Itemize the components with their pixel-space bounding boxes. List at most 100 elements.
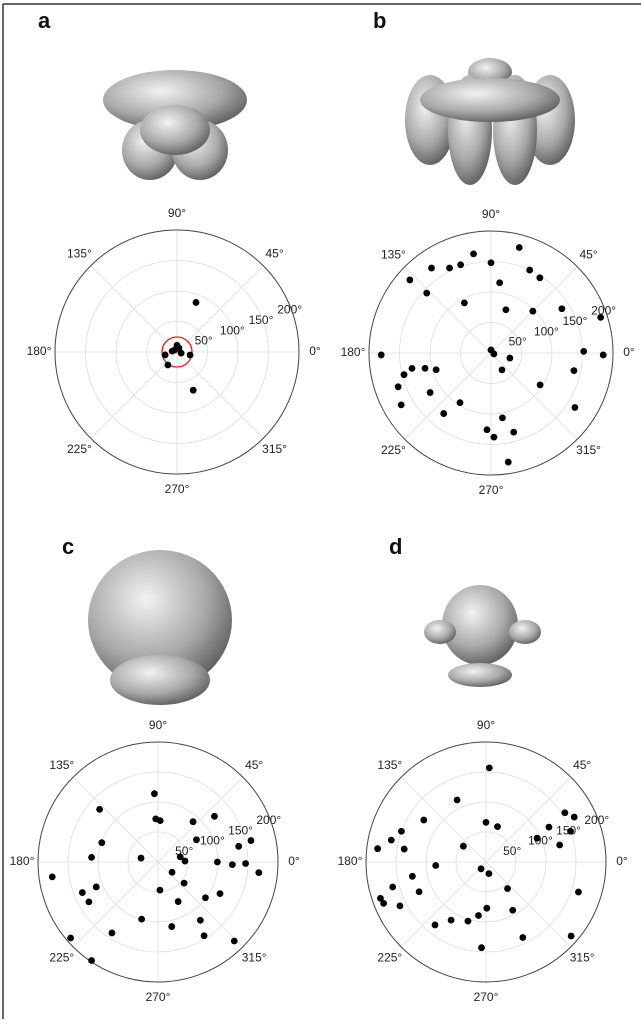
point <box>427 389 434 396</box>
point <box>85 899 92 906</box>
point <box>536 274 543 281</box>
point <box>504 885 511 892</box>
render-c <box>88 550 232 705</box>
point <box>475 912 482 919</box>
point <box>423 290 430 297</box>
point <box>380 900 387 907</box>
point <box>546 824 553 831</box>
point <box>214 859 221 866</box>
point <box>502 306 509 313</box>
theta-tick-label: 180° <box>27 344 52 358</box>
theta-tick-label: 315° <box>576 443 601 457</box>
point <box>217 890 224 897</box>
point <box>231 938 238 945</box>
r-tick-label: 100° <box>534 324 559 338</box>
point <box>389 884 396 891</box>
point <box>519 934 526 941</box>
point <box>486 764 493 771</box>
point <box>483 819 490 826</box>
point <box>211 813 218 820</box>
point <box>157 817 164 824</box>
point <box>175 898 182 905</box>
r-tick-label: 100° <box>220 323 245 337</box>
point <box>575 889 582 896</box>
point <box>526 267 533 274</box>
point <box>516 244 523 251</box>
point <box>556 842 563 849</box>
point <box>465 918 472 925</box>
point <box>235 843 242 850</box>
point <box>409 873 416 880</box>
point <box>197 917 204 924</box>
panel-letter: a <box>38 8 51 33</box>
theta-tick-label: 0° <box>623 345 635 359</box>
point <box>454 797 461 804</box>
point <box>448 917 455 924</box>
point <box>432 922 439 929</box>
point <box>572 404 579 411</box>
point <box>478 865 485 872</box>
r-tick-label: 200° <box>256 813 281 827</box>
point <box>499 414 506 421</box>
theta-tick-label: 225° <box>49 950 74 964</box>
theta-tick-label: 180° <box>341 345 366 359</box>
point <box>496 279 503 286</box>
theta-tick-label: 270° <box>165 482 190 496</box>
point <box>88 854 95 861</box>
render-a <box>103 70 247 180</box>
point <box>491 351 498 358</box>
point <box>67 935 74 942</box>
theta-tick-label: 225° <box>377 950 402 964</box>
point <box>378 352 385 359</box>
point <box>571 814 578 821</box>
panel-letter: b <box>373 8 386 33</box>
theta-tick-label: 135° <box>49 758 74 772</box>
point <box>93 884 100 891</box>
point <box>491 434 498 441</box>
point <box>422 365 429 372</box>
theta-tick-label: 135° <box>381 248 406 262</box>
point <box>510 429 517 436</box>
point <box>461 300 468 307</box>
point <box>190 818 197 825</box>
point <box>169 348 176 355</box>
panel-letter: d <box>389 534 402 559</box>
point <box>187 352 194 359</box>
point <box>138 916 145 923</box>
theta-tick-label: 225° <box>67 442 92 456</box>
point <box>433 366 440 373</box>
r-tick-label: 150° <box>563 314 588 328</box>
render-b <box>405 58 575 185</box>
r-tick-label: 50° <box>503 844 521 858</box>
point <box>499 366 506 373</box>
r-tick-label: 150° <box>228 823 253 837</box>
theta-tick-label: 45° <box>266 247 284 261</box>
point <box>416 888 423 895</box>
theta-tick-label: 90° <box>477 718 495 732</box>
theta-tick-label: 315° <box>570 950 595 964</box>
point <box>190 387 197 394</box>
r-tick-label: 50° <box>195 334 213 348</box>
theta-tick-label: 135° <box>67 247 92 261</box>
point <box>157 887 164 894</box>
point <box>483 905 490 912</box>
point <box>446 265 453 272</box>
point <box>395 383 402 390</box>
point <box>537 381 544 388</box>
point <box>49 873 56 880</box>
r-tick-label: 100° <box>528 834 553 848</box>
point <box>457 261 464 268</box>
point <box>88 957 95 964</box>
theta-tick-label: 180° <box>338 854 363 868</box>
theta-tick-label: 90° <box>482 207 500 221</box>
render-d <box>424 585 541 687</box>
point <box>109 930 116 937</box>
point <box>420 817 427 824</box>
point <box>488 259 495 266</box>
r-tick-label: 150° <box>249 313 274 327</box>
point <box>432 862 439 869</box>
point <box>470 250 477 257</box>
theta-tick-label: 135° <box>377 758 402 772</box>
point <box>255 869 262 876</box>
theta-tick-label: 315° <box>262 442 287 456</box>
